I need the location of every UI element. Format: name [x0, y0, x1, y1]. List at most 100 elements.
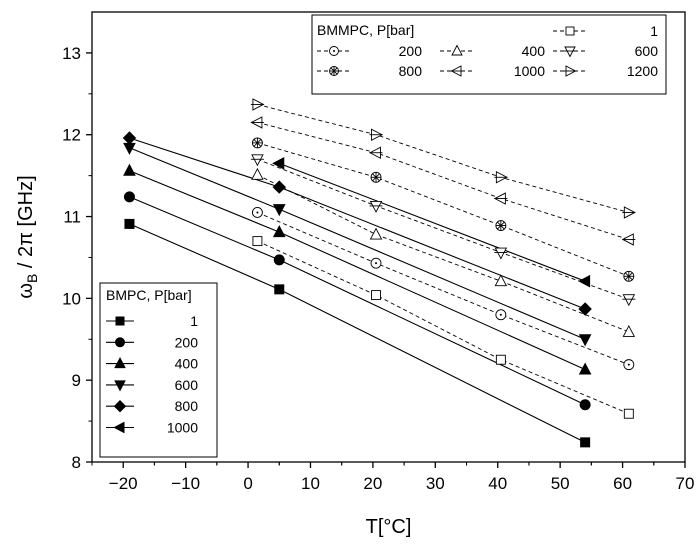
legend-label: 1000 [514, 63, 545, 79]
legend-label: 200 [399, 43, 423, 59]
legend-item: 800 [106, 398, 198, 414]
circle-marker [115, 337, 125, 348]
legend-label: 600 [635, 43, 659, 59]
circle-dot-marker [495, 309, 507, 321]
x-tick-label: 60 [613, 474, 632, 493]
legend-item: 1 [553, 23, 658, 39]
diamond-marker [113, 399, 127, 413]
series-line [257, 158, 629, 300]
series-line [257, 122, 629, 240]
x-tick-label: −20 [109, 474, 138, 493]
legend-item: 600 [553, 43, 658, 59]
triangle-up-marker [251, 167, 264, 180]
triangle-down-marker [578, 334, 592, 347]
circle-marker [273, 254, 285, 266]
legend-item: 400 [106, 356, 198, 372]
series-bmpc-400 [123, 163, 592, 375]
circle-dot-marker [623, 359, 635, 371]
square-marker [565, 26, 575, 36]
legend-item: 800 [317, 63, 422, 79]
series-line [257, 104, 629, 213]
triangle-down-bar-marker [369, 200, 383, 213]
series-bmmpc-1000 [250, 116, 636, 246]
triangle-up-marker [272, 225, 286, 238]
x-tick-label: −10 [171, 474, 200, 493]
legend-item: 400 [440, 43, 545, 59]
square-marker [252, 236, 263, 247]
legend-label: 1200 [627, 63, 658, 79]
triangle-left-bar-marker [369, 146, 383, 159]
triangle-left-bar-marker [621, 233, 636, 246]
x-tick-label: 10 [301, 474, 320, 493]
circle-marker [579, 399, 591, 411]
axis-layer: −20 −10 0 10 20 30 40 50 60 70 8 9 10 11 12 13 [62, 44, 694, 493]
square-marker [371, 290, 381, 301]
y-tick-label: 12 [62, 126, 81, 145]
triangle-left-marker [113, 421, 125, 434]
x-tick-label: 50 [551, 474, 570, 493]
x-tick-label: 20 [363, 474, 382, 493]
legend-item: 200 [317, 43, 422, 59]
legend-label: 400 [175, 356, 199, 372]
triangle-left-bar-marker [450, 65, 463, 77]
series-line [279, 162, 586, 282]
y-tick-label: 8 [72, 453, 81, 472]
triangle-right-bar-marker [369, 128, 383, 141]
series-line [257, 174, 629, 333]
y-tick-label: 13 [62, 44, 81, 63]
y-axis-title: ωB / 2π [GHz] [15, 175, 40, 298]
triangle-right-bar-marker [250, 98, 265, 111]
triangle-down-bar-marker [494, 247, 508, 260]
triangle-right-bar-marker [622, 206, 636, 219]
legend-label: 400 [522, 43, 546, 59]
triangle-up-marker [622, 324, 636, 337]
triangle-down-bar-marker [622, 294, 636, 307]
legend-box [99, 282, 218, 458]
y-tick-label: 10 [62, 289, 81, 308]
legend-item: 1 [106, 313, 198, 329]
legend-item: 1000 [106, 420, 198, 436]
x-axis-title: T[°C] [366, 516, 412, 538]
plot-frame [91, 11, 686, 463]
triangle-left-bar-marker [250, 116, 264, 129]
triangle-down-bar-marker [250, 154, 264, 167]
series-line [257, 240, 629, 415]
triangle-up-marker [451, 44, 463, 56]
triangle-up-marker [578, 362, 592, 375]
legend-label: 600 [175, 377, 199, 393]
x-tick-label: 40 [488, 474, 507, 493]
square-marker [623, 408, 634, 419]
series-bmmpc-800 [251, 137, 635, 282]
legend-item: 600 [106, 377, 198, 393]
series-line [257, 212, 629, 366]
triangle-right-bar-marker [564, 65, 577, 77]
triangle-left-marker [272, 157, 285, 170]
legend-item: 1000 [440, 63, 545, 79]
square-marker [124, 218, 135, 229]
series-bmpc-600 [123, 142, 592, 347]
square-marker [274, 284, 285, 295]
diamond-marker [578, 302, 592, 316]
legend-item: 200 [106, 334, 198, 350]
triangle-up-marker [114, 357, 126, 369]
triangle-down-marker [114, 380, 126, 392]
series-bmmpc-600 [250, 154, 636, 307]
circle-dot-marker [329, 46, 339, 56]
x-tick-label: 0 [243, 474, 252, 493]
diamond-marker [272, 180, 286, 194]
legend-label: 1000 [167, 420, 198, 436]
square-marker [580, 437, 591, 448]
circle-x-marker [495, 220, 507, 231]
series-line [257, 142, 629, 277]
circle-x-marker [251, 137, 263, 149]
legend-label: 1 [190, 313, 198, 329]
series-bmmpc-1200 [250, 98, 636, 219]
circle-x-marker [370, 171, 382, 183]
circle-dot-marker [251, 207, 263, 218]
series-bmmpc-1 [252, 236, 634, 419]
y-tick-label: 9 [72, 371, 81, 390]
triangle-up-marker [494, 274, 508, 287]
series-layer [122, 98, 636, 448]
